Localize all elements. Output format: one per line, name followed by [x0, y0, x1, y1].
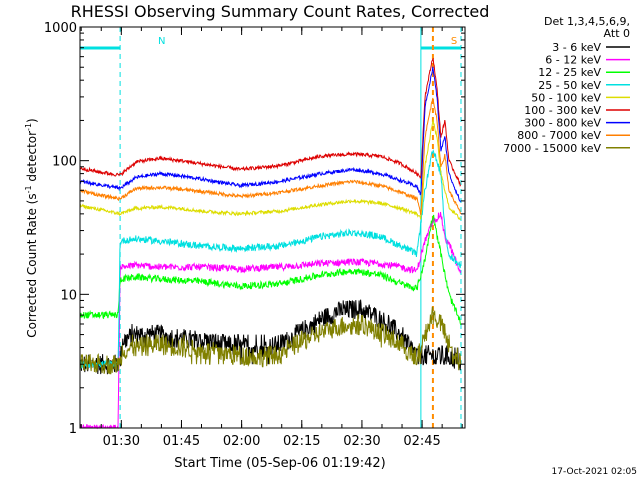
y-label-part-2: detector	[25, 131, 39, 186]
series-3	[79, 149, 462, 369]
series-line-1	[79, 211, 462, 430]
legend-label-5: 100 - 300 keV	[524, 104, 601, 117]
legend-label-7: 800 - 7000 keV	[517, 129, 601, 142]
y-label-part-1: Corrected Count Rate (s	[25, 193, 39, 337]
series-8	[79, 306, 462, 375]
y-label-sup-2: -1	[24, 123, 33, 131]
series-1	[79, 211, 462, 430]
legend-header-line-2: Att 0	[604, 27, 630, 40]
series-line-3	[79, 149, 462, 369]
x-axis-label: Start Time (05-Sep-06 01:19:42)	[174, 456, 385, 471]
y-tick-label-1: 10	[60, 288, 77, 303]
footer-timestamp: 17-Oct-2021 02:05	[552, 467, 637, 477]
x-tick-label-5: 02:45	[403, 434, 440, 449]
y-tick-label-0: 1	[69, 422, 77, 437]
series-4	[79, 118, 461, 220]
legend-label-2: 12 - 25 keV	[538, 66, 601, 79]
x-tick-label-2: 02:00	[223, 434, 260, 449]
y-label-part-3: )	[25, 118, 39, 123]
x-tick-label-0: 01:30	[103, 434, 140, 449]
series-5	[79, 57, 462, 187]
series-layer	[79, 57, 462, 430]
series-line-7	[79, 97, 462, 216]
legend-label-8: 7000 - 15000 keV	[503, 142, 601, 155]
y-axis-label: Corrected Count Rate (s-1 detector-1)	[24, 118, 39, 337]
flag-label-N: N	[158, 36, 165, 47]
axis-layer: 1 10 100 1000 01:30 01:45 02:00 02:15 02:30 02:45	[44, 21, 466, 449]
series-7	[79, 97, 462, 216]
series-line-2	[79, 214, 462, 326]
series-line-6	[79, 66, 461, 203]
y-tick-label-2: 100	[52, 155, 77, 170]
x-tick-label-1: 01:45	[163, 434, 200, 449]
chart-title: RHESSI Observing Summary Count Rates, Co…	[71, 2, 490, 21]
y-label-sup-1: -1	[24, 185, 33, 193]
series-line-8	[79, 306, 462, 375]
x-tick-label-4: 02:30	[343, 434, 380, 449]
legend-label-1: 6 - 12 keV	[545, 54, 601, 67]
plot-background	[80, 27, 465, 428]
legend-label-3: 25 - 50 keV	[538, 79, 601, 92]
series-2	[79, 214, 462, 326]
plot-frame	[79, 26, 466, 429]
series-line-5	[79, 57, 462, 187]
flag-label-S: S	[451, 36, 457, 47]
y-tick-label-3: 1000	[44, 21, 77, 36]
legend-label-6: 300 - 800 keV	[524, 117, 601, 130]
series-6	[79, 66, 461, 203]
legend-label-4: 50 - 100 keV	[531, 91, 601, 104]
legend-label-0: 3 - 6 keV	[552, 41, 601, 54]
series-line-4	[79, 118, 461, 220]
plot-area	[80, 27, 465, 428]
legend-header-line-1: Det 1,3,4,5,6,9,	[544, 15, 630, 28]
x-tick-label-3: 02:15	[283, 434, 320, 449]
